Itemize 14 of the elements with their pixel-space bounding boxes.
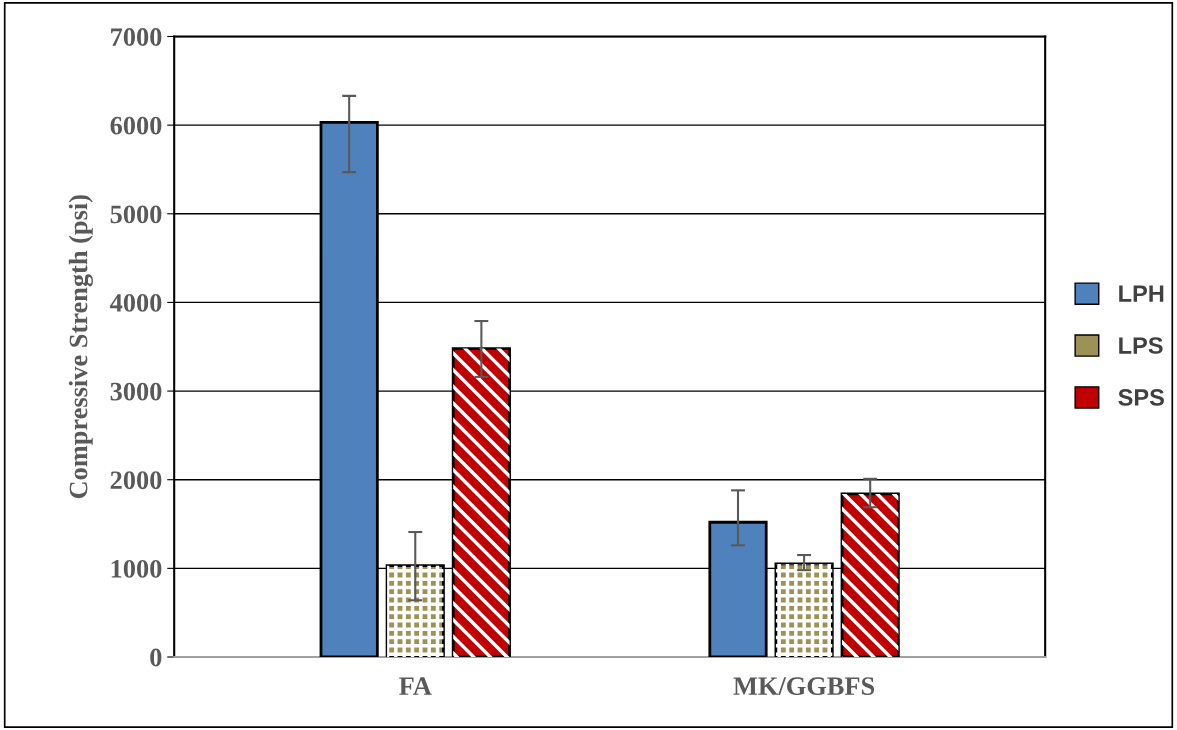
y-tick-label: 1000: [111, 559, 162, 578]
y-tick-label: 3000: [110, 382, 162, 401]
y-tick-label: 6000: [110, 116, 162, 135]
legend-label: SPS: [1118, 389, 1164, 406]
x-tick-label: MK/GGBFS: [733, 677, 875, 696]
y-tick-label: 7000: [111, 28, 162, 46]
y-tick-label: 2000: [110, 471, 162, 490]
y-tick-label: 4000: [109, 294, 162, 312]
legend-label: LPS: [1119, 337, 1163, 354]
legend-label: LPH: [1119, 285, 1164, 302]
y-axis-title: Compressive Strength (psi): [68, 195, 93, 499]
x-tick-label: FA: [399, 677, 432, 695]
y-tick-label: 0: [150, 648, 162, 667]
y-tick-label: 5000: [110, 205, 162, 224]
